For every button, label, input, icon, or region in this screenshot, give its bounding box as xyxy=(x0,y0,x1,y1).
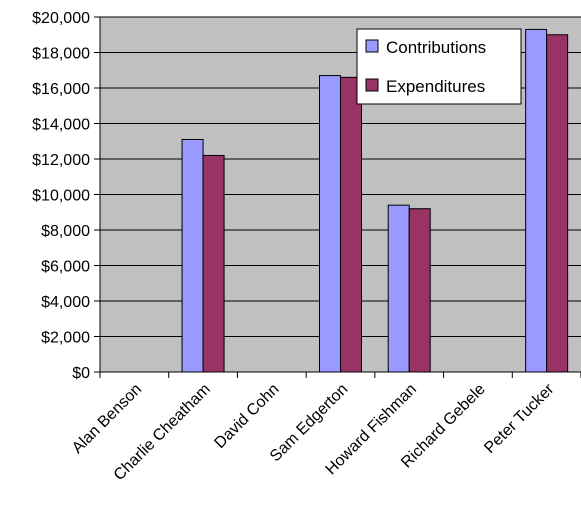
x-tick-label: David Cohn xyxy=(211,381,282,452)
legend-label-expenditures: Expenditures xyxy=(386,77,485,96)
x-tick-label: Peter Tucker xyxy=(481,380,558,457)
y-tick-label: $10,000 xyxy=(32,188,90,205)
bar-expenditures xyxy=(546,34,569,373)
bars xyxy=(181,28,569,373)
y-tick-label: $2,000 xyxy=(41,330,90,347)
y-tick-label: $0 xyxy=(72,365,90,382)
legend-label-contributions: Contributions xyxy=(386,38,486,57)
y-tick-label: $12,000 xyxy=(32,152,90,169)
y-tick-label: $4,000 xyxy=(41,294,90,311)
bar-expenditures xyxy=(202,154,225,373)
legend-swatch-expenditures xyxy=(365,78,379,92)
y-tick-label: $8,000 xyxy=(41,223,90,240)
y-tick-label: $14,000 xyxy=(32,117,90,134)
bar-contributions xyxy=(387,204,410,373)
bar-expenditures xyxy=(408,208,431,373)
y-tick-label: $6,000 xyxy=(41,259,90,276)
bar-contributions xyxy=(181,138,204,373)
y-tick-label: $20,000 xyxy=(32,10,90,27)
y-tick-label: $16,000 xyxy=(32,81,90,98)
legend-swatch-contributions xyxy=(365,39,379,53)
x-tick-label: Alan Benson xyxy=(69,381,145,457)
y-axis-tick-labels: $0 $2,000 $4,000 $6,000 $8,000 $10,000 $12,000… xyxy=(32,10,100,382)
y-tick-label: $18,000 xyxy=(32,46,90,63)
legend: Contributions Expenditures xyxy=(356,28,522,105)
bar-expenditures xyxy=(340,76,362,373)
legend-box xyxy=(356,28,522,105)
bar-contributions xyxy=(319,75,341,373)
bar-contributions xyxy=(525,28,548,373)
